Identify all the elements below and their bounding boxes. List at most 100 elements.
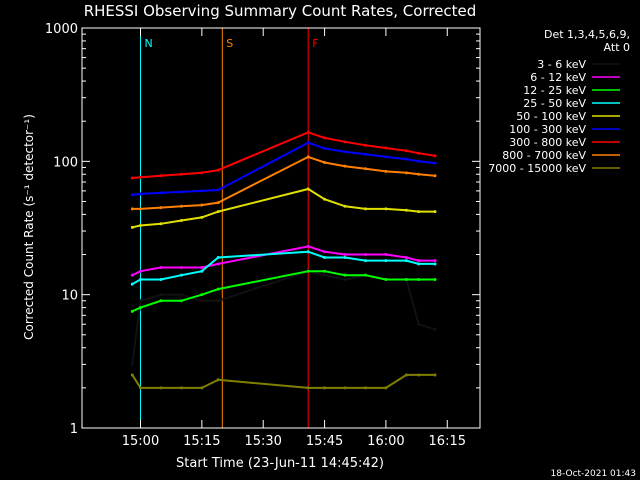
- series-0-point: [433, 327, 437, 331]
- series-4-point: [417, 210, 421, 214]
- series-1-point: [216, 262, 220, 266]
- series-4-point: [306, 187, 310, 191]
- series-4-point: [384, 207, 388, 211]
- series-7-point: [363, 167, 367, 171]
- series-8-point: [138, 386, 142, 390]
- series-2-point: [363, 273, 367, 277]
- series-1-point: [138, 269, 142, 273]
- legend-label-6: 300 - 800 keV: [509, 136, 586, 149]
- timestamp-footer: 18-Oct-2021 01:43: [551, 469, 636, 479]
- legend-label-7: 800 - 7000 keV: [502, 149, 586, 162]
- series-6-point: [417, 151, 421, 155]
- series-2-point: [404, 277, 408, 281]
- y-tick-label: 10: [61, 289, 78, 304]
- series-3-point: [323, 255, 327, 259]
- x-tick-label: 15:45: [306, 434, 343, 449]
- series-3-point: [343, 255, 347, 259]
- series-0-point: [130, 362, 134, 366]
- series-2-point: [433, 277, 437, 281]
- y-tick-label: 1000: [45, 22, 78, 37]
- series-5-point: [417, 159, 421, 163]
- series-1-point: [130, 273, 134, 277]
- series-8-point: [323, 386, 327, 390]
- legend-header-line-2: Att 0: [604, 41, 630, 54]
- series-8-point: [343, 386, 347, 390]
- x-tick-label: 15:15: [183, 434, 220, 449]
- series-2-point: [138, 306, 142, 310]
- series-2-point: [417, 277, 421, 281]
- series-4-point: [433, 210, 437, 214]
- series-0-point: [179, 293, 183, 297]
- series-7-point: [417, 172, 421, 176]
- series-2-point: [216, 287, 220, 291]
- series-line-4: [132, 187, 435, 229]
- series-0-point: [159, 293, 163, 297]
- series-1-point: [404, 255, 408, 259]
- series-0-point: [138, 299, 142, 303]
- series-7-point: [384, 169, 388, 173]
- series-5-point: [130, 193, 134, 197]
- series-2-point: [343, 273, 347, 277]
- series-6-point: [323, 136, 327, 140]
- series-5-point: [306, 141, 310, 145]
- x-tick-label: 16:00: [367, 434, 404, 449]
- series-line-6: [132, 131, 436, 179]
- x-tick-label: 15:00: [122, 434, 159, 449]
- series-4-point: [363, 207, 367, 211]
- series-5-point: [343, 150, 347, 154]
- legend-label-0: 3 - 6 keV: [537, 58, 586, 71]
- series-7-point: [130, 207, 134, 211]
- series-3-point: [384, 259, 388, 263]
- series-6-point: [216, 168, 220, 172]
- series-8-point: [306, 386, 310, 390]
- series-3-point: [200, 269, 204, 273]
- series-6-point: [179, 172, 183, 176]
- series-6-point: [130, 176, 134, 180]
- y-tick-label: 100: [53, 155, 78, 170]
- series-1-point: [384, 253, 388, 257]
- series-1-point: [159, 265, 163, 269]
- series-line-8: [131, 373, 435, 389]
- series-4-point: [159, 222, 163, 226]
- series-6-point: [159, 174, 163, 178]
- series-7-point: [306, 155, 310, 159]
- series-3-point: [404, 259, 408, 263]
- series-1-point: [343, 253, 347, 257]
- legend-label-8: 7000 - 15000 keV: [488, 162, 586, 175]
- series-0-point: [417, 322, 421, 326]
- legend-header-line-1: Det 1,3,4,5,6,9,: [544, 28, 630, 41]
- series-2-point: [306, 269, 310, 273]
- series-3-point: [433, 262, 437, 266]
- series-7-point: [200, 203, 204, 207]
- annotation-label-f: F: [312, 37, 318, 50]
- series-1-point: [200, 265, 204, 269]
- series-line-7: [132, 155, 436, 210]
- series-6-point: [363, 143, 367, 147]
- series-3-point: [130, 282, 134, 286]
- series-1-point: [323, 250, 327, 254]
- series-4-point: [343, 204, 347, 208]
- annotation-label-n: N: [144, 37, 152, 50]
- series-1-point: [179, 265, 183, 269]
- legend-label-4: 50 - 100 keV: [516, 110, 586, 123]
- series-8-point: [159, 386, 163, 390]
- series-3-point: [216, 255, 220, 259]
- series-1-point: [433, 259, 437, 263]
- series-line-5: [132, 141, 436, 196]
- series-3-point: [417, 262, 421, 266]
- series-6-point: [138, 175, 142, 179]
- series-8-point: [404, 373, 408, 377]
- y-axis-label: Corrected Count Rate (s⁻¹ detector⁻¹): [22, 114, 36, 340]
- series-6-point: [306, 130, 310, 134]
- series-1-point: [363, 253, 367, 257]
- chart-title: RHESSI Observing Summary Count Rates, Co…: [84, 2, 477, 20]
- series-6-point: [404, 149, 408, 153]
- series-5-point: [433, 161, 437, 165]
- plot-frame: [81, 27, 481, 429]
- series-8-point: [417, 373, 421, 377]
- series-8-point: [363, 386, 367, 390]
- series-7-point: [179, 204, 183, 208]
- series-6-point: [433, 154, 437, 158]
- series-8-point: [384, 386, 388, 390]
